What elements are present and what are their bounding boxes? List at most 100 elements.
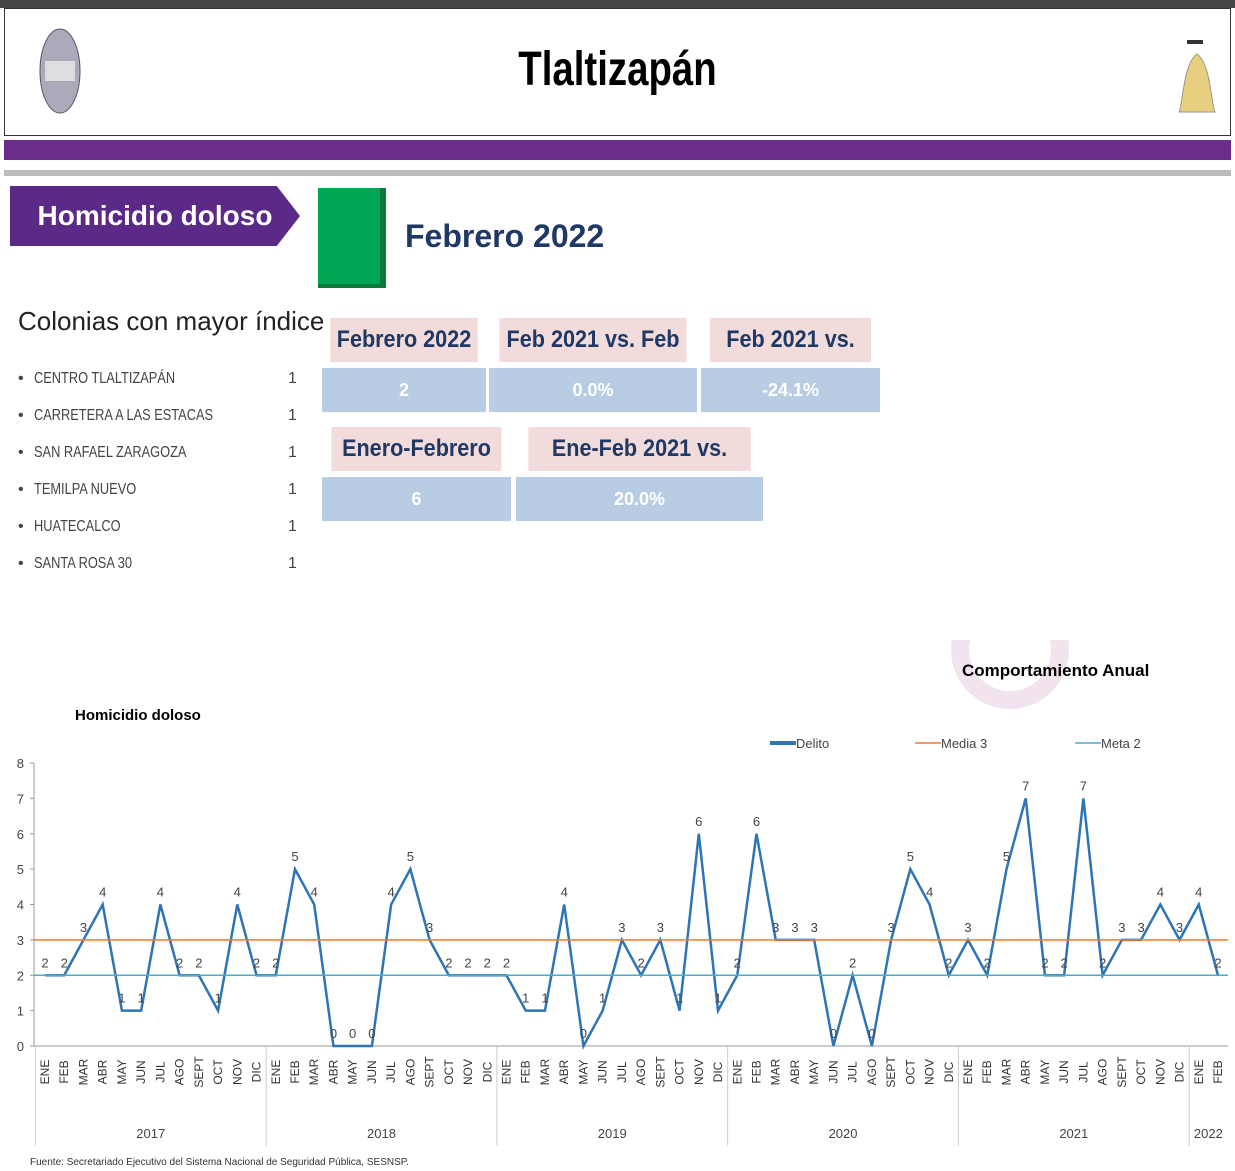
data-label: 1 (118, 991, 125, 1006)
data-label: 1 (541, 991, 548, 1006)
data-label: 3 (1137, 920, 1144, 935)
data-label: 2 (1061, 955, 1068, 970)
y-tick-label: 3 (17, 933, 24, 948)
x-tick-label: AGO (865, 1059, 879, 1086)
x-tick-label: DIC (1173, 1061, 1187, 1082)
data-label: 2 (41, 955, 48, 970)
data-label: 2 (1099, 955, 1106, 970)
data-label: 1 (714, 991, 721, 1006)
colonia-count: 1 (288, 518, 297, 536)
data-label: 2 (253, 955, 260, 970)
data-label: 2 (1041, 955, 1048, 970)
data-label: 5 (907, 849, 914, 864)
data-label: 0 (368, 1026, 375, 1041)
data-label: 3 (1176, 920, 1183, 935)
page: Tlaltizapán Homicidio doloso Febrero 202… (0, 0, 1235, 1171)
title: Tlaltizapán (124, 42, 1112, 97)
colonia-count: 1 (288, 555, 297, 573)
x-tick-label: AGO (173, 1059, 187, 1086)
year-label: 2021 (1059, 1126, 1088, 1141)
data-label: 0 (868, 1026, 875, 1041)
data-label: 0 (349, 1026, 356, 1041)
data-label: 3 (618, 920, 625, 935)
y-tick-label: 7 (17, 791, 24, 806)
bell-icon (1175, 34, 1220, 124)
data-label: 3 (1118, 920, 1125, 935)
chart: Homicidio doloso Comportamiento Anual 01… (0, 640, 1235, 1155)
x-tick-label: OCT (903, 1059, 917, 1085)
data-label: 5 (291, 849, 298, 864)
legend-label: Delito (796, 736, 829, 751)
data-label: 2 (849, 955, 856, 970)
x-tick-label: JUN (365, 1060, 379, 1083)
table-header: Feb 2021 vs. Feb 2022 (499, 318, 686, 362)
line (45, 798, 1218, 1046)
x-tick-label: OCT (673, 1059, 687, 1085)
y-tick-label: 6 (17, 827, 24, 842)
data-label: 6 (753, 814, 760, 829)
x-tick-label: FEB (980, 1060, 994, 1083)
data-label: 5 (1003, 849, 1010, 864)
data-label: 4 (234, 885, 241, 900)
colonia-count: 1 (288, 444, 297, 462)
data-label: 7 (1080, 778, 1087, 793)
x-tick-label: MAR (76, 1058, 90, 1085)
data-label: 2 (984, 955, 991, 970)
colonia-name: TEMILPA NUEVO (34, 481, 136, 499)
data-label: 2 (61, 955, 68, 970)
data-label: 0 (580, 1026, 587, 1041)
data-label: 2 (176, 955, 183, 970)
x-tick-label: JUL (615, 1061, 629, 1083)
x-tick-label: NOV (692, 1059, 706, 1085)
x-tick-label: ENE (961, 1060, 975, 1085)
data-label: 3 (811, 920, 818, 935)
x-tick-label: DIC (711, 1061, 725, 1082)
table-value: 2 (322, 368, 486, 412)
data-label: 2 (445, 955, 452, 970)
x-tick-label: AGO (1096, 1059, 1110, 1086)
data-label: 5 (407, 849, 414, 864)
x-tick-label: DIC (942, 1061, 956, 1082)
data-label: 2 (1214, 955, 1221, 970)
x-tick-label: AGO (403, 1059, 417, 1086)
data-label: 1 (676, 991, 683, 1006)
period: Febrero 2022 (405, 218, 604, 255)
data-label: 4 (388, 885, 395, 900)
x-tick-label: ABR (326, 1059, 340, 1084)
x-tick-label: ABR (1019, 1059, 1033, 1084)
x-tick-label: DIC (480, 1061, 494, 1082)
x-tick-label: AGO (634, 1059, 648, 1086)
data-label: 2 (195, 955, 202, 970)
colonia-count: 1 (288, 370, 297, 388)
x-tick-label: FEB (1211, 1060, 1225, 1083)
x-tick-label: MAY (346, 1059, 360, 1084)
x-tick-label: SEPT (1115, 1056, 1129, 1088)
x-tick-label: ENE (1192, 1060, 1206, 1085)
colonia-name: HUATECALCO (34, 518, 121, 536)
x-tick-label: MAR (307, 1058, 321, 1085)
data-label: 4 (1195, 885, 1202, 900)
bullet: • (18, 370, 24, 388)
year-label: 2020 (829, 1126, 858, 1141)
x-tick-label: MAY (807, 1059, 821, 1084)
data-label: 2 (945, 955, 952, 970)
x-tick-label: ABR (557, 1059, 571, 1084)
bullet: • (18, 444, 24, 462)
x-tick-label: ENE (500, 1060, 514, 1085)
x-tick-label: SEPT (653, 1056, 667, 1088)
table-value: 20.0% (516, 477, 763, 521)
data-label: 2 (503, 955, 510, 970)
x-tick-label: NOV (461, 1059, 475, 1085)
x-tick-label: NOV (230, 1059, 244, 1085)
bullet: • (18, 518, 24, 536)
x-tick-label: OCT (1134, 1059, 1148, 1085)
table-value: 0.0% (489, 368, 697, 412)
x-tick-label: JUN (1057, 1060, 1071, 1083)
colonia-name: SAN RAFAEL ZARAGOZA (34, 444, 186, 462)
y-tick-label: 2 (17, 968, 24, 983)
data-label: 2 (734, 955, 741, 970)
x-tick-label: MAR (538, 1058, 552, 1085)
bullet: • (18, 407, 24, 425)
colonia-count: 1 (288, 407, 297, 425)
data-label: 3 (887, 920, 894, 935)
